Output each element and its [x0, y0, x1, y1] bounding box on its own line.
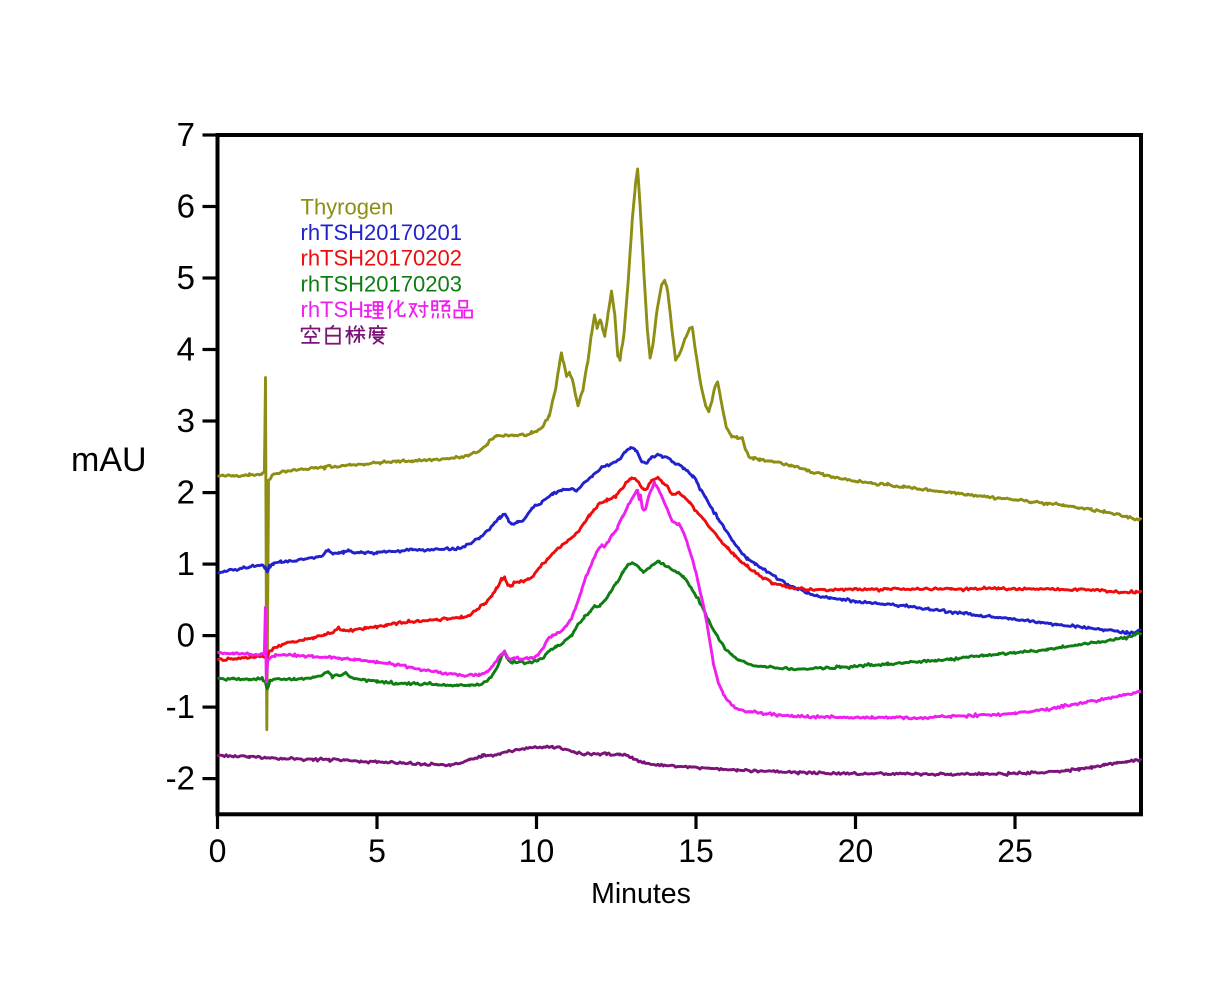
svg-text:0: 0 [177, 617, 195, 654]
svg-text:0: 0 [209, 833, 227, 869]
svg-text:mAU: mAU [71, 441, 147, 479]
svg-text:-2: -2 [166, 760, 195, 797]
svg-text:Thyrogen: Thyrogen [301, 194, 394, 219]
svg-text:1: 1 [177, 545, 195, 582]
svg-text:25: 25 [997, 833, 1033, 869]
svg-text:15: 15 [678, 833, 714, 869]
svg-text:5: 5 [368, 833, 386, 869]
svg-text:20: 20 [838, 833, 874, 869]
svg-text:2: 2 [177, 474, 195, 511]
svg-text:Minutes: Minutes [591, 878, 691, 910]
svg-text:6: 6 [177, 188, 195, 225]
svg-text:-1: -1 [166, 688, 195, 725]
svg-text:5: 5 [177, 259, 195, 296]
svg-text:rhTSH: rhTSH [301, 297, 365, 322]
svg-text:10: 10 [519, 833, 555, 869]
svg-text:4: 4 [177, 331, 195, 368]
svg-text:rhTSH20170203: rhTSH20170203 [301, 271, 462, 296]
svg-text:3: 3 [177, 402, 195, 439]
svg-text:rhTSH20170202: rhTSH20170202 [301, 246, 462, 271]
svg-text:7: 7 [177, 116, 195, 153]
svg-text:rhTSH20170201: rhTSH20170201 [301, 220, 462, 245]
